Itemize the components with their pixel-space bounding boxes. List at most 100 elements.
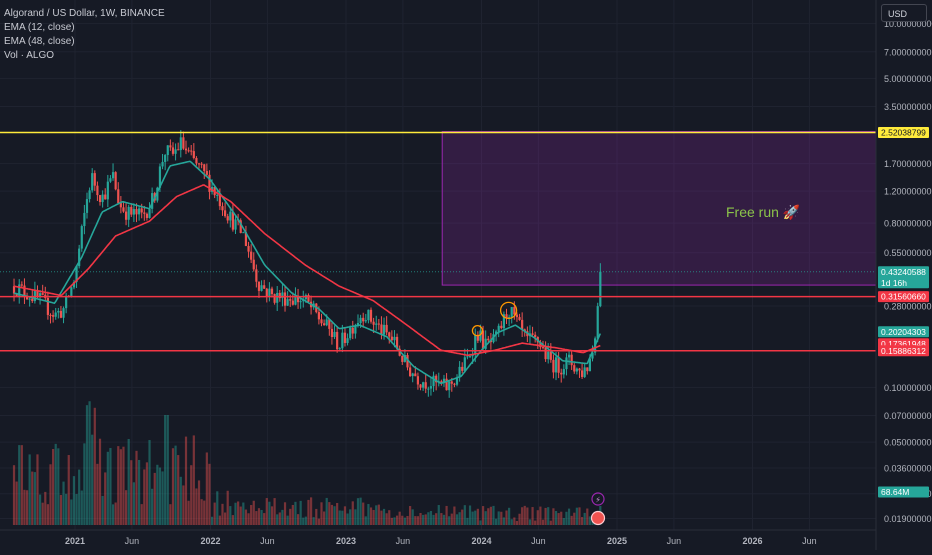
price-label-last[interactable]: 0.43240588 (881, 267, 926, 277)
volume-bar (88, 401, 91, 525)
volume-bar (156, 464, 159, 525)
price-axis[interactable]: 10.00000000 7.00000000 5.00000000 3.5000000… (875, 0, 932, 550)
volume-bar (508, 507, 511, 525)
volume-bar (450, 513, 453, 525)
price-label-support[interactable]: 0.15886312 (881, 346, 926, 356)
volume-bar (484, 511, 487, 525)
volume-bar (148, 440, 151, 525)
symbol-title[interactable]: Algorand / US Dollar, 1W, BINANCE (4, 8, 165, 19)
volume-bar (171, 448, 175, 525)
candle-body (132, 209, 135, 215)
candle-body (273, 294, 276, 303)
candle-body (481, 330, 485, 349)
volume-bar (547, 507, 550, 525)
volume-bar (466, 517, 469, 525)
candle-body (158, 166, 162, 188)
price-label-volume[interactable]: 68.64M (881, 487, 909, 497)
volume-bar (135, 450, 138, 525)
volume-bar (377, 504, 380, 525)
volume-bar (583, 512, 586, 525)
candle-body (325, 319, 328, 326)
candle-body (369, 309, 373, 322)
candles (12, 130, 602, 398)
price-label-resistance[interactable]: 2.52038799 (881, 127, 926, 137)
volume-bar (325, 497, 328, 525)
candle-body (510, 307, 513, 318)
price-label-ema_slow[interactable]: 0.17361948 (881, 339, 926, 349)
candle-body (416, 376, 420, 385)
volume-bar (67, 455, 70, 525)
volume-bar (101, 495, 104, 525)
markers: ⚡ (471, 301, 606, 526)
candle-body (463, 357, 466, 371)
candle-body (377, 323, 380, 325)
x-tick-label: 2022 (200, 536, 220, 546)
candle-body (156, 187, 159, 201)
volume-bar (153, 472, 156, 525)
free-run-annotation[interactable]: Free run 🚀 (726, 204, 801, 221)
x-tick-label: 2023 (336, 536, 356, 546)
volume-bar (468, 505, 472, 525)
candle-body (429, 386, 433, 389)
volume-bar (562, 518, 565, 525)
currency-button[interactable]: USD (881, 4, 927, 22)
y-tick-label: 7.00000000 (884, 47, 932, 57)
candle-body (250, 251, 253, 260)
target-zone (0, 131, 877, 286)
candle-body (448, 381, 451, 391)
volume-bar (231, 515, 235, 525)
candle-body (114, 172, 117, 190)
candle-body (455, 377, 459, 385)
candle-body (252, 259, 255, 270)
volume-bar (255, 511, 258, 525)
ema-fast-legend[interactable]: EMA (12, close) (4, 22, 75, 33)
volume-bar (341, 510, 344, 525)
time-axis[interactable]: 2021 Jun 2022 Jun 2023 Jun 2024 Jun 2025 Jun 2026 J… (0, 529, 876, 546)
volume-bar (291, 504, 294, 525)
volume-bar (283, 502, 287, 525)
volume-bar (93, 407, 96, 525)
candle-body (257, 281, 261, 291)
candle-body (283, 292, 287, 306)
candle-body (435, 375, 438, 383)
candle-body (521, 319, 524, 330)
volume-bar (242, 502, 245, 525)
candle-body (85, 199, 89, 213)
candle-body (36, 290, 39, 297)
volume-bar (481, 506, 485, 525)
grid (0, 0, 876, 530)
candle-body (362, 317, 365, 322)
volume-bar (422, 514, 425, 525)
ema-slow-legend[interactable]: EMA (48, close) (4, 36, 75, 47)
candle-body (351, 327, 354, 334)
volume-legend[interactable]: Vol · ALGO (4, 50, 55, 61)
volume-bar (317, 518, 320, 525)
y-tick-label: 5.00000000 (884, 74, 932, 84)
target-box[interactable] (441, 131, 877, 286)
volume-bar (403, 517, 406, 525)
volume-bar (476, 508, 479, 525)
volume-bar (122, 446, 125, 525)
candle-body (57, 310, 60, 313)
candle-body (106, 181, 109, 200)
candle-body (75, 266, 78, 283)
volume-bar (299, 500, 302, 525)
volume-bar (18, 445, 21, 525)
candle-body (242, 232, 245, 234)
volume-bar (106, 451, 109, 525)
candle-body (549, 351, 552, 360)
candle-body (101, 194, 104, 203)
candle-body (179, 137, 182, 151)
horizontal-levels[interactable] (0, 131, 876, 352)
price-label-support[interactable]: 0.31560660 (881, 292, 926, 302)
candle-body (552, 359, 555, 373)
candle-body (547, 351, 550, 360)
candle-body (263, 285, 266, 289)
price-label-ema_fast[interactable]: 0.20204303 (881, 327, 926, 337)
volume-bar (567, 508, 571, 525)
volume-bar (474, 510, 477, 525)
candle-body (289, 299, 292, 301)
candle-body (476, 335, 479, 341)
